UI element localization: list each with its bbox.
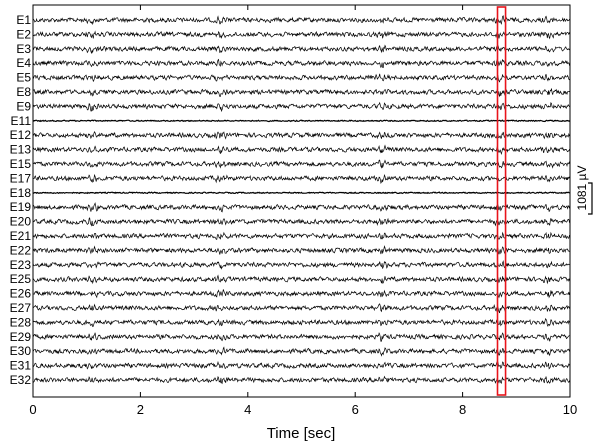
channel-label-e20: E20 bbox=[10, 215, 32, 229]
trace-e1 bbox=[32, 15, 571, 26]
trace-e3 bbox=[32, 44, 571, 55]
x-axis-ticks: 0 2 4 6 8 10 bbox=[29, 5, 577, 417]
channel-label-e27: E27 bbox=[10, 301, 32, 315]
trace-e31 bbox=[32, 360, 571, 370]
x-tick-label-6: 6 bbox=[352, 402, 359, 417]
trace-e22 bbox=[32, 245, 571, 255]
trace-e20 bbox=[32, 217, 571, 227]
channel-label-e32: E32 bbox=[10, 373, 32, 387]
trace-e25 bbox=[32, 274, 571, 285]
scale-bar-line bbox=[588, 182, 593, 215]
trace-e23 bbox=[32, 260, 571, 270]
channel-label-e15: E15 bbox=[10, 157, 32, 171]
channel-label-e2: E2 bbox=[16, 27, 31, 41]
channel-label-e19: E19 bbox=[10, 200, 32, 214]
x-axis-title: Time [sec] bbox=[267, 425, 336, 442]
channel-label-e23: E23 bbox=[10, 258, 32, 272]
trace-e29 bbox=[32, 332, 570, 342]
channel-label-e9: E9 bbox=[16, 99, 31, 113]
channel-label-e25: E25 bbox=[10, 272, 32, 286]
trace-e4 bbox=[32, 58, 571, 69]
x-tick-label-8: 8 bbox=[459, 402, 466, 417]
trace-e9 bbox=[32, 101, 571, 113]
channel-label-e3: E3 bbox=[16, 42, 31, 56]
trace-e5 bbox=[32, 73, 571, 83]
channel-label-e1: E1 bbox=[16, 13, 31, 27]
channel-label-e11: E11 bbox=[11, 114, 32, 128]
trace-e21 bbox=[32, 231, 571, 240]
trace-e18 bbox=[32, 191, 571, 195]
trace-e27 bbox=[32, 303, 571, 314]
channel-label-e21: E21 bbox=[10, 229, 32, 243]
channel-label-e18: E18 bbox=[10, 186, 32, 200]
channel-label-e12: E12 bbox=[10, 128, 32, 142]
channel-label-e17: E17 bbox=[10, 171, 32, 185]
channel-labels: E1E2E3E4E5E8E9E11E12E13E15E17E18E19E20E2… bbox=[10, 13, 32, 387]
trace-e32 bbox=[32, 375, 571, 385]
plot-frame bbox=[32, 4, 571, 398]
x-tick-label-10: 10 bbox=[563, 402, 577, 417]
trace-e15 bbox=[32, 159, 571, 169]
trace-e28 bbox=[32, 318, 571, 328]
trace-e30 bbox=[32, 346, 571, 357]
x-tick-label-0: 0 bbox=[29, 402, 36, 417]
trace-e2 bbox=[32, 30, 571, 40]
channel-label-e29: E29 bbox=[10, 330, 32, 344]
channel-label-e8: E8 bbox=[16, 85, 31, 99]
channel-label-e26: E26 bbox=[10, 287, 32, 301]
x-tick-label-2: 2 bbox=[137, 402, 144, 417]
channel-label-e28: E28 bbox=[10, 315, 32, 329]
trace-e11 bbox=[32, 119, 571, 123]
trace-e19 bbox=[32, 202, 571, 213]
x-tick-label-4: 4 bbox=[244, 402, 251, 417]
trace-e17 bbox=[32, 173, 571, 184]
channel-label-e22: E22 bbox=[10, 243, 32, 257]
channel-label-e4: E4 bbox=[16, 56, 31, 70]
eeg-traces bbox=[32, 15, 571, 385]
channel-label-e30: E30 bbox=[10, 344, 32, 358]
scale-bar-label: 1081 µV bbox=[575, 166, 589, 211]
trace-e8 bbox=[32, 88, 571, 98]
trace-e13 bbox=[32, 144, 571, 155]
channel-label-e31: E31 bbox=[10, 359, 32, 373]
channel-label-e13: E13 bbox=[10, 143, 32, 157]
channel-label-e5: E5 bbox=[16, 71, 31, 85]
highlight-window bbox=[496, 6, 507, 396]
trace-e26 bbox=[32, 289, 571, 299]
scale-bar: 1081 µV bbox=[575, 166, 593, 215]
trace-e12 bbox=[32, 131, 571, 140]
